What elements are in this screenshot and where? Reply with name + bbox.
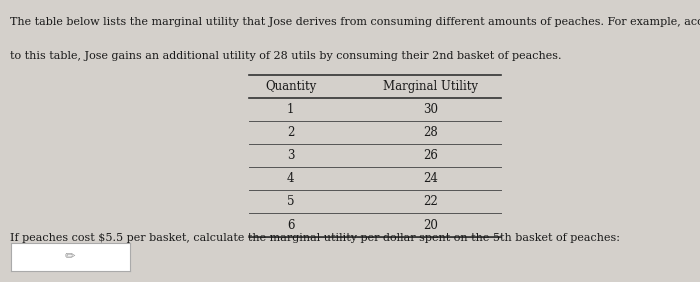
Text: 22: 22 (423, 195, 438, 208)
Text: 1: 1 (287, 103, 294, 116)
Text: ✏: ✏ (64, 250, 76, 263)
Text: 20: 20 (423, 219, 438, 232)
Text: 24: 24 (423, 172, 438, 185)
Text: 4: 4 (287, 172, 294, 185)
Text: 26: 26 (423, 149, 438, 162)
Text: 5: 5 (287, 195, 294, 208)
Text: Quantity: Quantity (265, 80, 316, 93)
Text: to this table, Jose gains an additional utility of 28 utils by consuming their 2: to this table, Jose gains an additional … (10, 51, 562, 61)
Text: The table below lists the marginal utility that Jose derives from consuming diff: The table below lists the marginal utili… (10, 17, 700, 27)
Text: 2: 2 (287, 126, 294, 139)
Text: Marginal Utility: Marginal Utility (383, 80, 478, 93)
Text: 3: 3 (287, 149, 294, 162)
Text: If peaches cost $5.5 per basket, calculate the marginal utility per dollar spent: If peaches cost $5.5 per basket, calcula… (10, 233, 620, 243)
Text: 30: 30 (423, 103, 438, 116)
Text: 28: 28 (423, 126, 438, 139)
Text: 6: 6 (287, 219, 294, 232)
